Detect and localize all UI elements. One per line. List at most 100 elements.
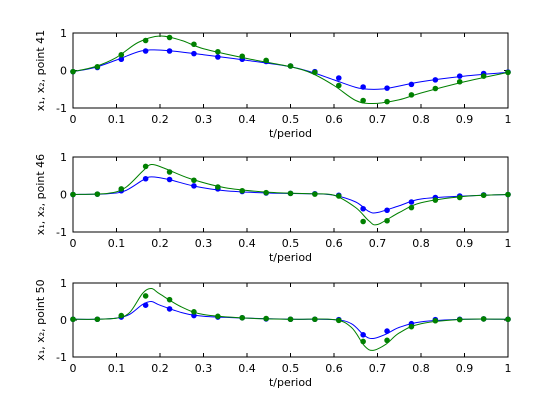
x-tick-label: 0.5 [282, 113, 300, 126]
series-2-marker [94, 191, 101, 197]
series-1-marker [432, 77, 439, 83]
x-tick-label: 0.3 [195, 113, 213, 126]
y-axis-label: x₁, x₂, point 41 [34, 30, 47, 111]
series-2-marker [408, 92, 415, 98]
series-2-marker [360, 97, 366, 104]
subplot-1: 0 0.1 0.2 0.3 0.4 0.5 0.6 0.7 0.8 0.9 1-101t/perio… [34, 27, 512, 140]
axes-box [72, 32, 509, 109]
series-2-marker [505, 69, 511, 76]
x-tick-label: 0.7 [369, 362, 387, 375]
y-tick-label: -1 [56, 102, 67, 115]
series-2-marker [456, 194, 463, 201]
series-2-marker [215, 184, 221, 190]
y-tick-label: 1 [60, 27, 67, 40]
series-1-marker [142, 175, 149, 182]
x-tick-label: 0.9 [456, 113, 474, 126]
x-tick-label: 0.6 [325, 362, 343, 375]
x-tick-label: 0.2 [151, 237, 169, 250]
series-1-marker [191, 183, 197, 189]
series-2-marker [166, 296, 173, 303]
series-1-marker [360, 205, 366, 212]
series-1-marker [408, 199, 415, 205]
series-2-marker [335, 82, 342, 89]
series-2-marker [360, 338, 366, 345]
x-tick-label: 1 [505, 237, 512, 250]
x-tick-label: 0.6 [325, 113, 343, 126]
series-1-marker [408, 81, 415, 88]
x-tick-label: 0 [70, 237, 77, 250]
x-tick-label: 0.1 [108, 362, 126, 375]
series-1-marker [360, 332, 366, 338]
x-axis-label: t/period [269, 251, 312, 264]
series-1-marker [118, 56, 125, 63]
y-tick-label: 0 [60, 189, 67, 202]
subplot-2: 0 0.1 0.2 0.3 0.4 0.5 0.6 0.7 0.8 0.9 1-101t/perio… [34, 151, 512, 264]
series-1-marker [215, 54, 221, 60]
series-2-marker [94, 316, 101, 323]
y-tick-label: -1 [56, 226, 67, 239]
x-tick-label: 0.7 [369, 113, 387, 126]
series-2-marker [166, 34, 173, 41]
series-2-marker [70, 68, 76, 75]
series-2-marker [191, 177, 197, 184]
x-tick-label: 0.4 [238, 113, 256, 126]
series-2-marker [118, 51, 125, 58]
series-2-marker [215, 48, 221, 55]
series-2-marker [384, 337, 390, 344]
series-2-marker [408, 204, 415, 211]
series-1-marker [384, 328, 390, 334]
series-2-marker [118, 186, 125, 192]
x-tick-label: 0.5 [282, 362, 300, 375]
y-tick-label: 1 [60, 151, 67, 164]
x-tick-label: 0.3 [195, 362, 213, 375]
y-axis-label: x₁, x₂, point 50 [34, 279, 47, 360]
y-tick-label: -1 [56, 351, 67, 364]
series-2-marker [432, 85, 439, 92]
series-2-marker [118, 312, 125, 319]
series-2-marker [166, 169, 173, 175]
series-2-marker [239, 187, 246, 194]
series-2-marker [287, 63, 294, 69]
series-2-marker [312, 69, 318, 76]
x-tick-label: 0.5 [282, 237, 300, 250]
y-tick-label: 0 [60, 65, 67, 78]
x-tick-label: 0.2 [151, 113, 169, 126]
series-2-marker [287, 316, 294, 323]
x-tick-label: 0.1 [108, 237, 126, 250]
x-axis-label: t/period [269, 376, 312, 389]
series-2-marker [191, 41, 197, 48]
x-tick-label: 1 [505, 113, 512, 126]
series-2-marker [94, 63, 101, 70]
series-2-marker [215, 313, 221, 320]
series-2-marker [408, 323, 415, 330]
series-2-marker [312, 316, 318, 323]
series-2-marker [432, 197, 439, 203]
x-tick-label: 0.6 [325, 237, 343, 250]
series-1-marker [166, 176, 173, 183]
series-2-marker [263, 57, 269, 64]
x-tick-label: 0.8 [412, 362, 430, 375]
x-tick-label: 0.2 [151, 362, 169, 375]
series-2-marker [239, 314, 246, 321]
series-1-marker [456, 73, 463, 79]
series-2-marker [142, 293, 149, 299]
series-1-marker [166, 48, 173, 54]
series-2-marker [335, 317, 342, 324]
x-axis-label: t/period [269, 127, 312, 140]
series-2-marker [480, 73, 487, 79]
x-tick-label: 1 [505, 362, 512, 375]
series-2-marker [432, 317, 439, 324]
series-1-marker [166, 306, 173, 312]
x-tick-label: 0.9 [456, 237, 474, 250]
x-tick-label: 0.4 [238, 237, 256, 250]
series-2-marker [335, 193, 342, 199]
series-1-marker [384, 85, 390, 91]
series-2-marker [456, 316, 463, 323]
series-2-marker [384, 98, 390, 105]
series-2-marker [142, 163, 149, 170]
x-tick-label: 0.3 [195, 237, 213, 250]
series-2-marker [191, 309, 197, 315]
x-tick-label: 0 [70, 113, 77, 126]
series-2-marker [480, 192, 487, 199]
